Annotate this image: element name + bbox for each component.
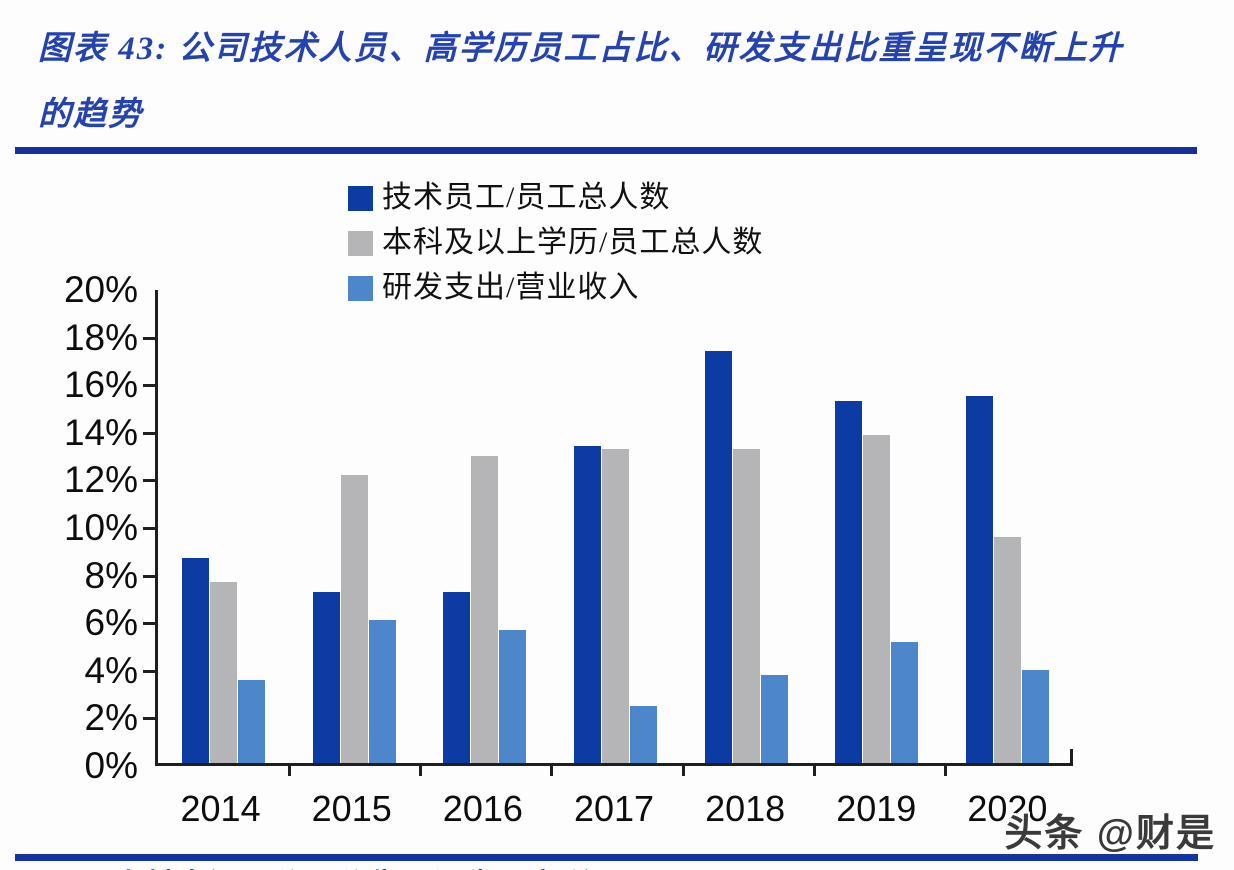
y-tick-label: 12% <box>63 459 138 501</box>
legend-swatch-light-blue <box>348 275 373 301</box>
bar-group-2017 <box>550 290 681 763</box>
figure-title-line2: 的趋势 <box>38 97 143 133</box>
figure-title: 图表 43: 公司技术人员、高学历员工占比、研发支出比重呈现不断上升 的趋势 <box>38 16 1198 148</box>
x-axis-end-tick <box>1070 749 1073 763</box>
x-tick-label: 2018 <box>705 788 786 829</box>
x-axis-labels: 2014 2015 2016 2017 2018 2019 2020 <box>155 788 1073 830</box>
x-tick-label: 2015 <box>311 788 392 829</box>
clipped-footer-text: 资料来源：公司公告，证券研究所 <box>108 862 1008 870</box>
x-axis-tick <box>288 763 292 776</box>
y-tick-label: 6% <box>84 602 138 644</box>
legend-item-degree-staff: 本科及以上学历/员工总人数 <box>348 227 763 259</box>
y-axis-tick <box>143 622 158 626</box>
bar-group-2016 <box>419 290 550 763</box>
bar-group-2015 <box>289 290 420 763</box>
bar <box>574 446 602 763</box>
y-axis-tick <box>143 669 158 673</box>
bar <box>368 620 396 763</box>
legend-label: 研发支出/营业收入 <box>382 271 640 304</box>
y-tick-label: 0% <box>84 745 138 786</box>
y-axis-tick <box>143 574 158 578</box>
y-tick-label: 10% <box>63 507 138 548</box>
x-axis-tick <box>943 763 947 776</box>
watermark-toutiao-caishi: 头条 @财是 <box>1004 813 1216 855</box>
y-axis-tick <box>143 527 158 530</box>
bar <box>732 448 760 763</box>
bar-chart-plot-area <box>143 290 1073 776</box>
x-tick-label: 2019 <box>836 788 917 829</box>
bar <box>237 679 265 763</box>
bar-group-2019 <box>812 290 943 763</box>
bar <box>1022 670 1050 763</box>
chart-legend: 技术员工/员工总人数 本科及以上学历/员工总人数 研发支出/营业收入 <box>348 182 763 304</box>
x-axis-tick <box>550 763 554 776</box>
x-tick-label: 2020 <box>967 788 1048 829</box>
bar <box>181 558 209 763</box>
y-tick-label: 14% <box>63 411 138 453</box>
y-tick-label: 2% <box>84 697 138 739</box>
y-axis-tick <box>143 384 158 388</box>
bar <box>863 434 891 763</box>
footer-divider <box>15 854 1198 861</box>
bar <box>340 475 368 763</box>
y-tick-label: 18% <box>63 316 138 358</box>
bar-group-2020 <box>942 290 1073 763</box>
legend-item-rnd-expense: 研发支出/营业收入 <box>348 272 763 304</box>
bar <box>209 582 237 763</box>
y-axis-labels: 20% 18% 16% 14% 12% 10% 8% 6% 4% 2% 0% <box>0 270 138 786</box>
legend-swatch-gray <box>348 230 373 256</box>
bar <box>760 674 788 763</box>
bar <box>443 591 471 763</box>
bar-groups <box>158 290 1073 763</box>
y-axis-tick <box>143 479 158 483</box>
bar <box>835 401 863 763</box>
y-tick-label: 20% <box>63 269 138 310</box>
x-tick-label: 2017 <box>573 788 655 829</box>
y-axis-tick <box>143 431 158 435</box>
x-tick-label: 2014 <box>180 788 261 829</box>
bar <box>891 641 919 763</box>
legend-label: 本科及以上学历/员工总人数 <box>382 226 764 259</box>
y-tick-label: 16% <box>63 364 138 406</box>
x-tick-label: 2016 <box>442 788 523 829</box>
y-axis-tick <box>143 336 158 340</box>
x-axis-tick <box>681 763 685 776</box>
y-tick-label: 8% <box>84 554 138 596</box>
bar <box>704 351 732 763</box>
figure-label: 图表 43: <box>38 31 169 67</box>
figure-title-text: 公司技术人员、高学历员工占比、研发支出比重呈现不断上升 <box>178 31 1124 67</box>
bar <box>994 536 1022 763</box>
bar <box>966 396 994 763</box>
legend-label: 技术员工/员工总人数 <box>382 181 671 214</box>
title-divider <box>15 147 1197 154</box>
legend-item-tech-staff: 技术员工/员工总人数 <box>348 182 763 214</box>
bar-group-2014 <box>158 290 289 763</box>
x-axis-tick <box>419 763 423 776</box>
bar <box>312 591 340 763</box>
y-axis-tick <box>143 717 158 721</box>
bar <box>630 705 658 763</box>
bar <box>499 629 527 763</box>
bar <box>602 448 630 763</box>
bar <box>471 455 499 763</box>
legend-swatch-dark-blue <box>348 185 373 211</box>
x-axis-tick <box>812 763 816 776</box>
y-tick-label: 4% <box>84 649 138 691</box>
bar-group-2018 <box>681 290 812 763</box>
